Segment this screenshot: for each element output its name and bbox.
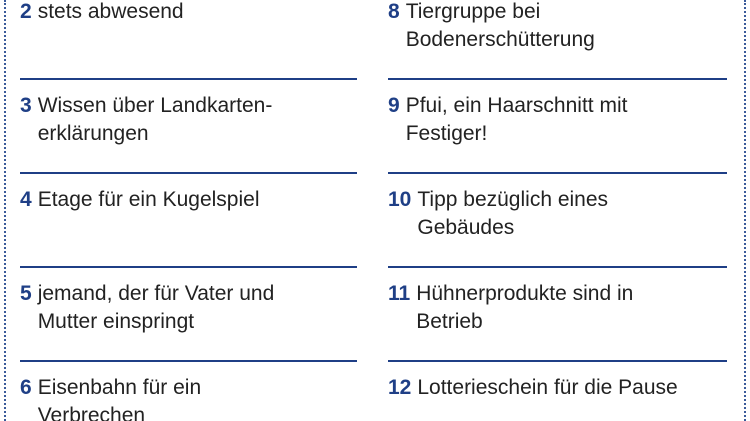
clue-line: Mutter einspringt bbox=[37, 310, 195, 333]
clue: 10 Tipp bezüglich eines Gebäudes bbox=[388, 186, 608, 242]
clue: 2 stets abwesend bbox=[20, 0, 184, 26]
clue-line: Wissen über Landkarten- bbox=[37, 94, 273, 117]
clue: 12 Lotterieschein für die Pause bbox=[388, 374, 678, 402]
separator-line bbox=[20, 78, 357, 80]
clue-number: 8 bbox=[388, 0, 400, 23]
clue-text: Hühnerprodukte sind in Betrieb bbox=[416, 280, 633, 336]
clue-text: Wissen über Landkarten-erklärungen bbox=[38, 92, 273, 148]
separator-line bbox=[388, 266, 727, 268]
clue-line: Festiger! bbox=[405, 122, 488, 145]
clue-text: Tiergruppe bei Bodenerschütterung bbox=[406, 0, 595, 54]
clue-line: Tiergruppe bei bbox=[405, 0, 541, 23]
clue: 8 Tiergruppe bei Bodenerschütterung bbox=[388, 0, 595, 54]
clue-line: stets abwesend bbox=[37, 0, 184, 23]
clue: 3 Wissen über Landkarten-erklärungen bbox=[20, 92, 272, 148]
separator-line bbox=[388, 360, 727, 362]
separator-line bbox=[388, 172, 727, 174]
clue-line: Hühnerprodukte sind in bbox=[416, 282, 634, 305]
clue-line: Gebäudes bbox=[417, 216, 515, 239]
separator-line bbox=[20, 266, 357, 268]
clue-number: 2 bbox=[20, 0, 32, 23]
clue-line: Eisenbahn für ein bbox=[37, 376, 202, 399]
clue-number: 4 bbox=[20, 188, 32, 211]
clue: 11 Hühnerprodukte sind in Betrieb bbox=[388, 280, 633, 336]
separator-line bbox=[20, 360, 357, 362]
clue-line: erklärungen bbox=[37, 122, 149, 145]
clue: 6 Eisenbahn für ein Verbrechen bbox=[20, 374, 201, 421]
clue-text: jemand, der für Vater und Mutter einsprin… bbox=[38, 280, 275, 336]
clue-line: Lotterieschein für die Pause bbox=[417, 376, 678, 399]
clue-line: Tipp bezüglich eines bbox=[417, 188, 609, 211]
dotted-border bbox=[744, 0, 746, 421]
clue-number: 6 bbox=[20, 376, 32, 399]
clue-number: 10 bbox=[388, 188, 412, 211]
clue-text: Tipp bezüglich eines Gebäudes bbox=[417, 186, 608, 242]
clue-line: Betrieb bbox=[416, 310, 483, 333]
clue-number: 5 bbox=[20, 282, 32, 305]
clue-text: Pfui, ein Haarschnitt mit Festiger! bbox=[406, 92, 628, 148]
clue-number: 3 bbox=[20, 94, 32, 117]
separator-line bbox=[388, 78, 727, 80]
clue: 4 Etage für ein Kugelspiel bbox=[20, 186, 260, 214]
clue-line: Verbrechen bbox=[37, 404, 146, 421]
clue: 5 jemand, der für Vater und Mutter einspri… bbox=[20, 280, 274, 336]
clue-number: 9 bbox=[388, 94, 400, 117]
clue-text: Eisenbahn für ein Verbrechen bbox=[38, 374, 201, 421]
clue-line: Etage für ein Kugelspiel bbox=[37, 188, 260, 211]
clue-number: 11 bbox=[388, 282, 411, 305]
clue-number: 12 bbox=[388, 376, 412, 399]
clue-line: Pfui, ein Haarschnitt mit bbox=[405, 94, 628, 117]
dotted-border bbox=[4, 0, 6, 421]
clue-line: Bodenerschütterung bbox=[405, 28, 595, 51]
separator-line bbox=[20, 172, 357, 174]
clue-text: stets abwesend bbox=[38, 0, 184, 26]
clue-text: Lotterieschein für die Pause bbox=[417, 374, 677, 402]
clue: 9 Pfui, ein Haarschnitt mit Festiger! bbox=[388, 92, 627, 148]
clue-line: jemand, der für Vater und bbox=[37, 282, 275, 305]
clue-text: Etage für ein Kugelspiel bbox=[38, 186, 260, 214]
